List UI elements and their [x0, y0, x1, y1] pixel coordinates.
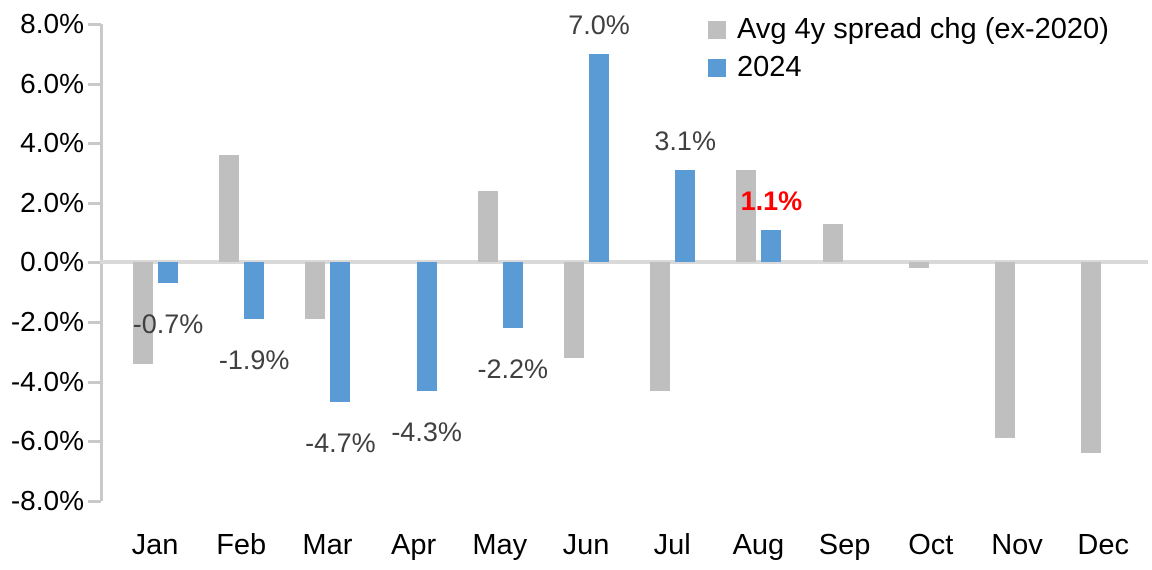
x-tick-label-apr: Apr: [391, 529, 437, 561]
x-tick-label-sep: Sep: [818, 529, 871, 561]
legend-item-avg-4y-spread: Avg 4y spread chg (ex-2020): [708, 14, 1109, 45]
y-tick-mark: [88, 321, 101, 324]
y-tick-label: 6.0%: [20, 67, 84, 99]
bar-avg-dec: [1081, 262, 1102, 454]
bar-2024-jan: [158, 262, 178, 284]
y-tick-label: -8.0%: [10, 484, 84, 516]
bar-2024-jun: [589, 53, 609, 263]
y-tick-label: 2.0%: [20, 186, 84, 218]
y-tick-label: 4.0%: [20, 127, 84, 159]
y-tick-mark: [88, 82, 101, 86]
x-tick-label-nov: Nov: [991, 529, 1043, 561]
x-tick-label-feb: Feb: [216, 529, 267, 561]
bar-2024-jul: [675, 170, 696, 263]
x-tick-label-may: May: [472, 529, 528, 561]
bar-avg-may: [477, 190, 498, 263]
x-tick-label-jan: Jan: [131, 529, 179, 561]
bar-avg-aug: [736, 170, 757, 263]
x-tick-label-jun: Jun: [562, 529, 610, 561]
data-label-may: -2.2%: [477, 353, 549, 384]
x-tick-label-aug: Aug: [732, 529, 785, 561]
bar-avg-mar: [305, 262, 326, 319]
bar-avg-jul: [650, 262, 671, 391]
legend-item-2024: 2024: [708, 52, 1109, 83]
x-tick-label-dec: Dec: [1077, 529, 1129, 561]
y-tick-mark: [88, 380, 101, 384]
bar-avg-jan: [133, 262, 153, 364]
x-tick-label-oct: Oct: [908, 529, 954, 561]
legend-swatch-gray: [708, 20, 726, 39]
y-tick-mark: [88, 261, 101, 265]
bar-avg-nov: [995, 262, 1015, 439]
y-tick-label: -6.0%: [10, 425, 84, 457]
y-tick-mark: [88, 499, 101, 503]
data-label-aug: 1.1%: [740, 185, 803, 216]
y-tick-label: 0.0%: [20, 246, 84, 278]
bar-2024-may: [502, 262, 523, 328]
zero-gridline: [100, 260, 1148, 265]
legend-label: Avg 4y spread chg (ex-2020): [737, 13, 1109, 45]
x-tick-label-mar: Mar: [302, 529, 353, 561]
legend-label: 2024: [737, 51, 802, 83]
bar-2024-mar: [330, 262, 351, 403]
y-tick-label: 8.0%: [20, 8, 84, 39]
y-tick-mark: [88, 142, 101, 146]
bar-avg-sep: [822, 223, 843, 263]
data-label-mar: -4.7%: [305, 428, 376, 459]
bar-avg-feb: [219, 155, 240, 263]
y-tick-label: -2.0%: [10, 306, 84, 337]
bar-avg-jun: [564, 262, 584, 358]
legend: Avg 4y spread chg (ex-2020) 2024: [708, 14, 1109, 83]
x-tick-label-jul: Jul: [653, 529, 691, 561]
data-label-apr: -4.3%: [391, 416, 462, 447]
bar-2024-feb: [244, 262, 265, 319]
y-tick-mark: [88, 440, 101, 444]
y-tick-mark: [88, 23, 101, 26]
data-label-jul: 3.1%: [654, 126, 716, 157]
data-label-feb: -1.9%: [218, 345, 290, 376]
legend-swatch-blue: [708, 58, 726, 77]
data-label-jun: 7.0%: [568, 9, 630, 40]
y-tick-label: -4.0%: [10, 365, 84, 397]
bar-avg-oct: [908, 262, 929, 269]
data-label-jan: -0.7%: [132, 309, 204, 340]
y-tick-mark: [88, 201, 101, 205]
bar-2024-apr: [416, 262, 437, 391]
bar-2024-aug: [761, 229, 782, 263]
